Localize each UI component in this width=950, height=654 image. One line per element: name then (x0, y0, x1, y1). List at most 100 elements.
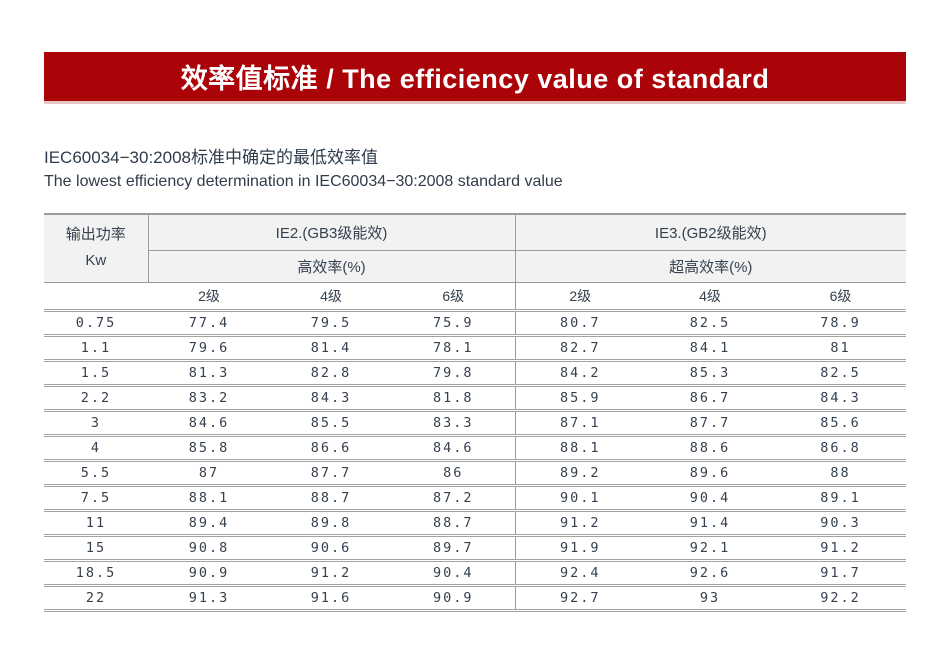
page-title: 效率值标准 / The efficiency value of standard (180, 64, 770, 94)
cell-efficiency-value: 89.4 (148, 510, 270, 537)
table-header-row-subgroups: 高效率(%) 超高效率(%) (44, 250, 907, 283)
cell-efficiency-value: 90.9 (392, 585, 515, 612)
table-header-row-groups: 输出功率 Kw IE2.(GB3级能效) IE3.(GB2级能效) (44, 214, 907, 283)
cell-efficiency-value: 75.9 (392, 310, 515, 337)
cell-efficiency-value: 81.8 (392, 385, 515, 412)
cell-power-kw: 11 (44, 510, 148, 537)
cell-efficiency-value: 88.7 (392, 510, 515, 537)
cell-power-kw: 1.5 (44, 360, 148, 387)
cell-efficiency-value: 84.3 (775, 385, 907, 412)
table-row: 15 90.8 90.6 89.7 91.9 92.1 91.2 (44, 535, 907, 562)
cell-efficiency-value: 84.6 (148, 410, 270, 437)
cell-efficiency-value: 86 (392, 460, 515, 487)
cell-efficiency-value: 93 (645, 585, 775, 612)
subgroup-header-ie3: 超高效率(%) (514, 250, 907, 283)
cell-efficiency-value: 90.8 (148, 535, 270, 562)
pole-header-ie3-6: 6级 (775, 282, 907, 312)
group-header-ie3: IE3.(GB2级能效) (514, 214, 907, 251)
cell-efficiency-value: 87.2 (392, 485, 515, 512)
cell-efficiency-value: 79.6 (148, 335, 270, 362)
cell-power-kw: 15 (44, 535, 148, 562)
cell-efficiency-value: 89.8 (270, 510, 392, 537)
pole-header-ie3-2: 2级 (514, 282, 645, 312)
power-header-unit: Kw (85, 252, 107, 270)
table-row: 11 89.4 89.8 88.7 91.2 91.4 90.3 (44, 510, 907, 537)
table-row: 0.75 77.4 79.5 75.9 80.7 82.5 78.9 (44, 310, 907, 337)
title-banner: 效率值标准 / The efficiency value of standard (44, 52, 906, 104)
cell-efficiency-value: 84.1 (645, 335, 775, 362)
pole-header-ie2-2: 2级 (148, 282, 270, 312)
cell-efficiency-value: 88.1 (148, 485, 270, 512)
table-row: 7.5 88.1 88.7 87.2 90.1 90.4 89.1 (44, 485, 907, 512)
cell-efficiency-value: 91.9 (514, 535, 645, 562)
cell-efficiency-value: 91.2 (514, 510, 645, 537)
cell-efficiency-value: 78.9 (775, 310, 907, 337)
cell-power-kw: 3 (44, 410, 148, 437)
cell-efficiency-value: 86.6 (270, 435, 392, 462)
cell-efficiency-value: 79.5 (270, 310, 392, 337)
cell-efficiency-value: 91.7 (775, 560, 907, 587)
pole-header-ie3-4: 4级 (645, 282, 775, 312)
intro-line-zh: IEC60034−30:2008标准中确定的最低效率值 (44, 148, 378, 167)
cell-efficiency-value: 81 (775, 335, 907, 362)
cell-efficiency-value: 81.3 (148, 360, 270, 387)
cell-efficiency-value: 86.7 (645, 385, 775, 412)
cell-efficiency-value: 87.7 (645, 410, 775, 437)
cell-efficiency-value: 91.2 (270, 560, 392, 587)
table-row: 18.5 90.9 91.2 90.4 92.4 92.6 91.7 (44, 560, 907, 587)
cell-power-kw: 18.5 (44, 560, 148, 587)
cell-efficiency-value: 89.1 (775, 485, 907, 512)
cell-efficiency-value: 92.6 (645, 560, 775, 587)
empty-header-cell (44, 282, 148, 312)
cell-efficiency-value: 91.4 (645, 510, 775, 537)
table-body: 0.75 77.4 79.5 75.9 80.7 82.5 78.9 1.1 79.6 81.4 7… (44, 310, 907, 612)
cell-power-kw: 0.75 (44, 310, 148, 337)
cell-efficiency-value: 85.9 (514, 385, 645, 412)
cell-efficiency-value: 90.6 (270, 535, 392, 562)
table-header: 输出功率 Kw IE2.(GB3级能效) IE3.(GB2级能效) 高效率(%)… (44, 214, 907, 312)
power-column-header: 输出功率 Kw (44, 214, 149, 283)
cell-efficiency-value: 89.7 (392, 535, 515, 562)
cell-efficiency-value: 91.6 (270, 585, 392, 612)
cell-efficiency-value: 83.2 (148, 385, 270, 412)
cell-power-kw: 2.2 (44, 385, 148, 412)
cell-efficiency-value: 82.5 (645, 310, 775, 337)
table-row: 2.2 83.2 84.3 81.8 85.9 86.7 84.3 (44, 385, 907, 412)
cell-efficiency-value: 90.4 (645, 485, 775, 512)
cell-efficiency-value: 83.3 (392, 410, 515, 437)
intro-text: IEC60034−30:2008标准中确定的最低效率值 The lowest e… (44, 146, 563, 193)
table-header-row-poles: 2级 4级 6级 2级 4级 6级 (44, 282, 907, 312)
cell-efficiency-value: 85.5 (270, 410, 392, 437)
table-row: 22 91.3 91.6 90.9 92.7 93 92.2 (44, 585, 907, 612)
cell-efficiency-value: 86.8 (775, 435, 907, 462)
cell-efficiency-value: 88 (775, 460, 907, 487)
cell-efficiency-value: 89.6 (645, 460, 775, 487)
table-row: 4 85.8 86.6 84.6 88.1 88.6 86.8 (44, 435, 907, 462)
cell-efficiency-value: 80.7 (514, 310, 645, 337)
cell-efficiency-value: 84.6 (392, 435, 515, 462)
cell-efficiency-value: 79.8 (392, 360, 515, 387)
cell-efficiency-value: 92.4 (514, 560, 645, 587)
cell-efficiency-value: 84.2 (514, 360, 645, 387)
pole-header-ie2-4: 4级 (270, 282, 392, 312)
cell-efficiency-value: 90.9 (148, 560, 270, 587)
cell-efficiency-value: 82.7 (514, 335, 645, 362)
cell-efficiency-value: 78.1 (392, 335, 515, 362)
cell-efficiency-value: 82.8 (270, 360, 392, 387)
power-header-label: 输出功率 (65, 226, 126, 244)
cell-efficiency-value: 92.7 (514, 585, 645, 612)
cell-efficiency-value: 82.5 (775, 360, 907, 387)
intro-line-en: The lowest efficiency determination in I… (44, 173, 563, 190)
group-header-ie2: IE2.(GB3级能效) (148, 214, 515, 251)
cell-efficiency-value: 87.7 (270, 460, 392, 487)
cell-power-kw: 22 (44, 585, 148, 612)
cell-power-kw: 5.5 (44, 460, 148, 487)
cell-efficiency-value: 90.1 (514, 485, 645, 512)
table-row: 1.1 79.6 81.4 78.1 82.7 84.1 81 (44, 335, 907, 362)
cell-power-kw: 7.5 (44, 485, 148, 512)
cell-efficiency-value: 88.7 (270, 485, 392, 512)
cell-efficiency-value: 87.1 (514, 410, 645, 437)
cell-efficiency-value: 92.1 (645, 535, 775, 562)
subgroup-header-ie2: 高效率(%) (148, 250, 515, 283)
